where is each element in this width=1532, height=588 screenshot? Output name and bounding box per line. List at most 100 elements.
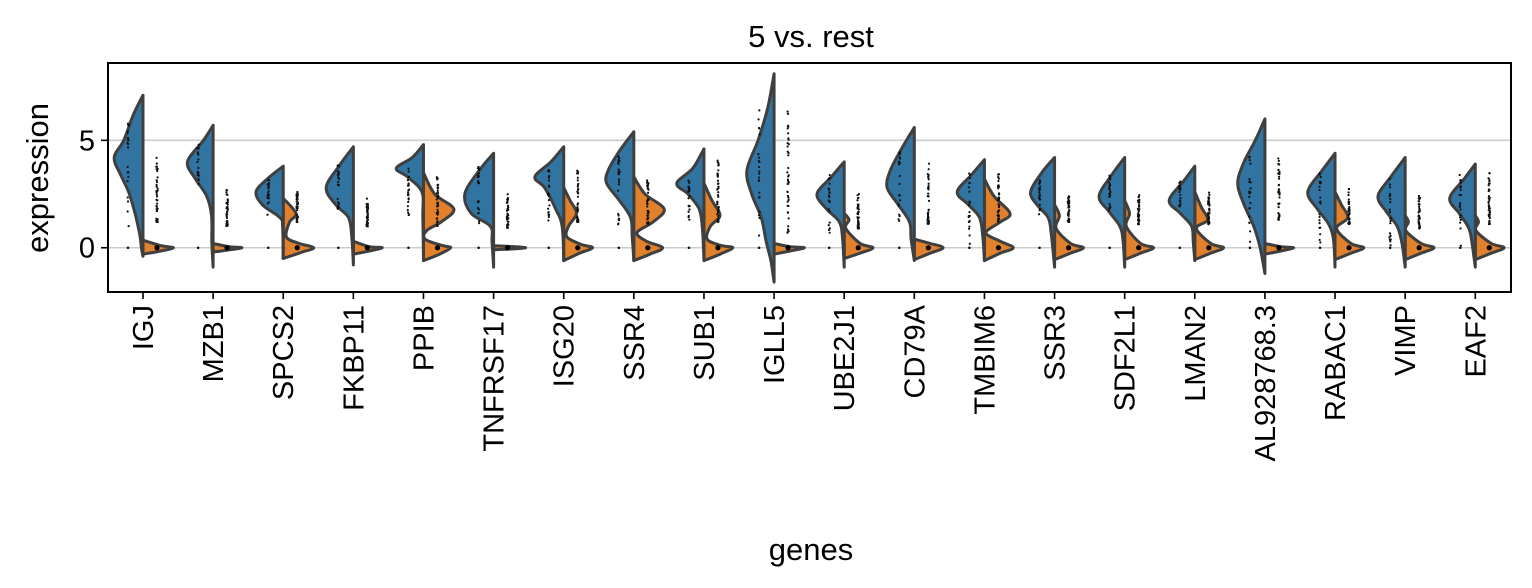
point-5 (1108, 183, 1112, 186)
point-rest (226, 193, 229, 196)
point-rest (995, 245, 1002, 251)
point-rest (155, 185, 158, 188)
point-5 (1389, 201, 1392, 204)
point-5 (547, 219, 550, 222)
point-rest (787, 151, 790, 155)
point-rest (1487, 213, 1490, 217)
point-5 (126, 200, 130, 203)
x-axis-label: genes (769, 532, 853, 567)
point-5 (407, 170, 410, 173)
point-5 (1318, 221, 1321, 225)
point-rest (1207, 198, 1210, 201)
point-5 (968, 190, 971, 193)
point-rest (927, 195, 930, 198)
point-rest (576, 172, 580, 175)
point-5 (1179, 193, 1182, 197)
point-rest (1348, 220, 1351, 223)
point-rest (786, 179, 790, 183)
point-rest (155, 168, 158, 171)
point-5 (477, 172, 481, 175)
point-5 (1249, 162, 1252, 165)
point-rest (856, 203, 859, 206)
point-rest (996, 185, 1000, 188)
point-5 (126, 165, 129, 169)
chart-title: 5 vs. rest (748, 19, 874, 54)
point-5 (828, 191, 831, 194)
point-rest (1418, 225, 1421, 228)
point-rest (365, 224, 369, 228)
point-5 (1318, 246, 1322, 250)
point-5 (126, 131, 129, 135)
point-5 (828, 210, 831, 213)
point-rest (927, 220, 930, 223)
point-rest (856, 206, 859, 210)
point-5 (757, 234, 761, 237)
point-5 (967, 227, 971, 230)
point-rest (1067, 220, 1071, 224)
point-5 (1248, 246, 1252, 250)
point-rest (1278, 172, 1281, 176)
point-5 (617, 217, 620, 221)
point-5 (757, 156, 761, 159)
point-rest (997, 210, 1000, 213)
point-rest (155, 179, 158, 182)
point-rest (225, 223, 228, 226)
point-rest (506, 193, 509, 196)
point-5 (1318, 226, 1321, 229)
point-rest (1137, 215, 1140, 218)
point-5 (758, 216, 761, 220)
point-rest (857, 210, 860, 213)
point-5 (968, 200, 971, 203)
point-rest (1347, 202, 1351, 206)
point-5 (758, 109, 761, 112)
point-rest (1417, 214, 1420, 217)
point-rest (1067, 195, 1071, 198)
point-5 (617, 246, 621, 250)
point-rest (927, 199, 931, 202)
violin-igj (112, 93, 175, 258)
point-5 (898, 174, 901, 178)
point-5 (898, 199, 902, 202)
point-5 (267, 179, 270, 182)
point-5 (1459, 186, 1462, 189)
point-rest (1417, 194, 1421, 198)
point-5 (897, 204, 900, 208)
point-rest (927, 208, 930, 211)
point-rest (154, 245, 160, 251)
point-rest (1206, 245, 1212, 251)
point-rest (646, 187, 650, 190)
y-tick-label: 5 (79, 125, 95, 157)
point-5 (1107, 181, 1111, 184)
point-rest (997, 177, 1000, 180)
violin-half-rest (702, 181, 735, 263)
point-5 (337, 246, 340, 250)
point-5 (897, 203, 900, 206)
point-5 (898, 213, 901, 216)
violin-cd79a (885, 125, 945, 263)
violin-half-5 (1236, 117, 1267, 275)
point-5 (547, 176, 550, 179)
point-5 (267, 193, 270, 197)
plot-frame (107, 62, 1512, 293)
point-rest (1208, 204, 1211, 207)
point-rest (155, 218, 159, 221)
point-rest (156, 176, 159, 179)
point-5 (618, 157, 621, 160)
point-rest (1137, 222, 1140, 226)
point-rest (507, 208, 510, 211)
point-rest (717, 205, 720, 209)
point-5 (757, 179, 761, 182)
point-5 (1249, 187, 1252, 190)
point-rest (786, 182, 789, 185)
point-5 (828, 221, 831, 224)
point-5 (618, 160, 621, 163)
violin-ssr3 (1029, 156, 1085, 269)
point-5 (547, 199, 551, 202)
point-5 (406, 211, 410, 214)
point-rest (1487, 209, 1490, 212)
point-rest (787, 225, 790, 228)
point-5 (476, 206, 480, 210)
point-rest (225, 216, 229, 220)
point-rest (646, 184, 649, 188)
violin-spcs2 (254, 164, 316, 260)
